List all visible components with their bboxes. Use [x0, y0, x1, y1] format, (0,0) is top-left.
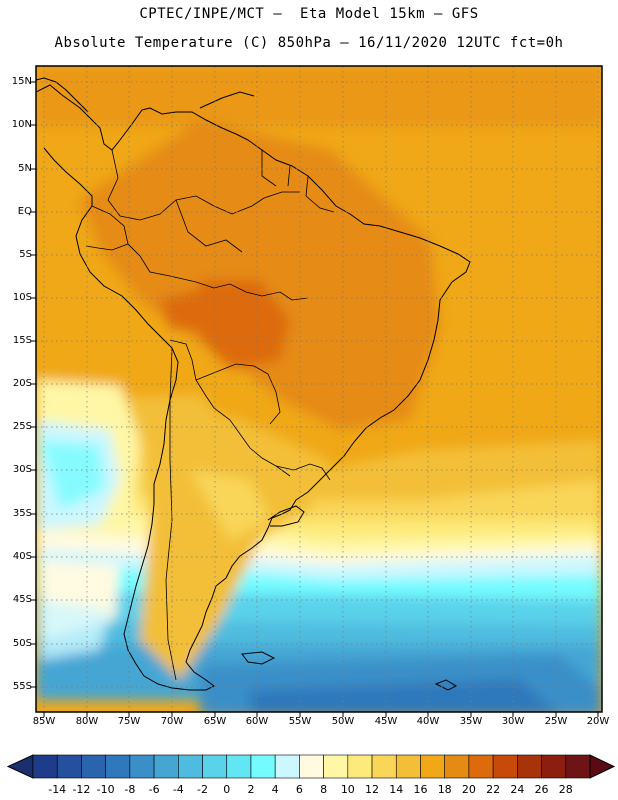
colorbar-label: 24 — [510, 783, 525, 796]
country-borders — [85, 149, 335, 681]
lat-label: 35S — [12, 508, 32, 519]
colorbar-label: 4 — [271, 783, 279, 796]
colorbar-swatch — [444, 754, 470, 779]
colorbar-label: 26 — [534, 783, 549, 796]
lon-label: 70W — [160, 716, 184, 727]
lat-label: 10S — [12, 292, 32, 303]
colorbar-label: 20 — [461, 783, 476, 796]
lon-label: 75W — [117, 716, 141, 727]
colorbar — [6, 754, 616, 779]
lat-label: 5N — [18, 163, 32, 174]
colorbar-label: 16 — [413, 783, 428, 796]
lat-label: 50S — [12, 638, 32, 649]
lat-label: 25S — [12, 421, 32, 432]
colorbar-swatch — [299, 754, 324, 779]
lat-label: 15N — [11, 76, 32, 87]
lon-label: 40W — [416, 716, 440, 727]
axis-ticks — [31, 81, 599, 717]
colorbar-over-arrow — [589, 754, 616, 779]
colorbar-swatch — [420, 754, 445, 779]
temperature-field — [36, 66, 602, 712]
colorbar-swatch — [395, 754, 421, 779]
colorbar-label: 28 — [558, 783, 573, 796]
colorbar-swatch — [153, 754, 179, 779]
lat-label: 45S — [12, 594, 32, 605]
chart-title-line-2: Absolute Temperature (C) 850hPa – 16/11/… — [54, 35, 564, 51]
colorbar-swatch — [250, 754, 276, 779]
colorbar-swatch — [468, 754, 494, 779]
colorbar-swatch — [492, 754, 518, 779]
colorbar-swatch — [274, 754, 300, 779]
lat-label: 40S — [12, 551, 32, 562]
colorbar-swatch — [323, 754, 349, 779]
lon-label: 25W — [544, 716, 568, 727]
lon-label: 60W — [245, 716, 269, 727]
lon-label: 50W — [331, 716, 355, 727]
lat-label: 30S — [12, 464, 32, 475]
colorbar-label: -12 — [72, 783, 91, 796]
colorbar-swatch — [541, 754, 567, 779]
lon-label: 45W — [374, 716, 398, 727]
colorbar-label: 2 — [247, 783, 255, 796]
lat-label: 5S — [19, 249, 32, 260]
lon-label: 55W — [288, 716, 312, 727]
colorbar-label: -14 — [48, 783, 67, 796]
colorbar-swatch — [56, 754, 82, 779]
colorbar-swatch — [81, 754, 106, 779]
colorbar-swatch — [202, 754, 228, 779]
colorbar-label: 8 — [320, 783, 328, 796]
colorbar-label: 12 — [365, 783, 380, 796]
colorbar-label: -8 — [124, 783, 136, 796]
colorbar-swatch — [565, 754, 591, 779]
colorbar-swatch — [371, 754, 397, 779]
colorbar-label: 22 — [486, 783, 501, 796]
colorbar-swatch — [517, 754, 542, 779]
lat-label: 10N — [11, 119, 32, 130]
colorbar-swatch — [32, 754, 58, 779]
lon-label: 85W — [32, 716, 56, 727]
colorbar-label: -2 — [197, 783, 208, 796]
lon-label: 20W — [586, 716, 610, 727]
coastline — [36, 77, 471, 691]
colorbar-label: 14 — [389, 783, 404, 796]
lat-label: 20S — [12, 378, 32, 389]
colorbar-label: -6 — [148, 783, 160, 796]
chart-title-line-1: CPTEC/INPE/MCT – Eta Model 15km – GFS — [139, 6, 479, 22]
colorbar-swatch — [347, 754, 373, 779]
lon-label: 65W — [203, 716, 227, 727]
colorbar-swatch — [105, 754, 131, 779]
colorbar-swatch — [226, 754, 252, 779]
lat-label: 55S — [12, 681, 32, 692]
colorbar-label: 6 — [295, 783, 303, 796]
lat-label: EQ — [17, 206, 32, 217]
colorbar-under-arrow — [6, 754, 34, 779]
colorbar-label: 10 — [340, 783, 355, 796]
lon-label: 35W — [459, 716, 483, 727]
colorbar-label: 18 — [437, 783, 452, 796]
map-frame — [35, 65, 603, 713]
colorbar-swatch — [178, 754, 203, 779]
colorbar-label: -4 — [172, 783, 184, 796]
colorbar-label: -10 — [96, 783, 115, 796]
colorbar-swatch — [129, 754, 155, 779]
lon-label: 30W — [501, 716, 525, 727]
colorbar-label: 0 — [223, 783, 231, 796]
lon-label: 80W — [75, 716, 99, 727]
lat-label: 15S — [12, 335, 32, 346]
